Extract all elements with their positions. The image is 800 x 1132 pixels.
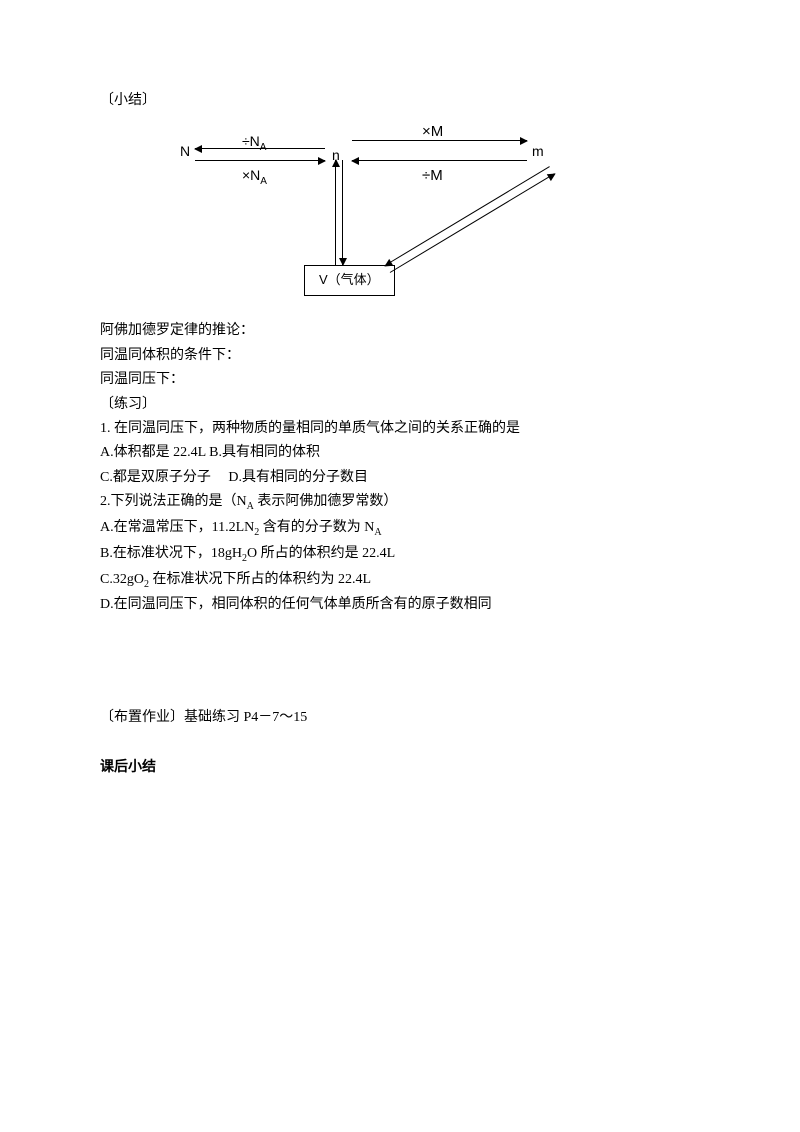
question-2: 2.下列说法正确的是（NA 表示阿佛加德罗常数）	[100, 491, 700, 515]
node-N: N	[180, 140, 190, 162]
arrow-V-to-m-diag	[390, 174, 555, 274]
arrow-m-to-n-bottom	[352, 160, 527, 161]
text-practice-label: 〔练习〕	[100, 394, 700, 416]
question-2-option-d: D.在同温同压下，相同体积的任何气体单质所含有的原子数相同	[100, 594, 700, 616]
question-2-option-b: B.在标准状况下，18gH2O 所占的体积约是 22.4L	[100, 543, 700, 567]
node-m: m	[532, 140, 544, 162]
arrow-n-to-N-top	[195, 148, 325, 149]
relationship-diagram: N n m ÷NA ×NA ×M ÷M V（气体）	[180, 120, 640, 300]
post-class-summary-title: 课后小结	[100, 755, 700, 777]
question-1: 1. 在同温同压下，两种物质的量相同的单质气体之间的关系正确的是	[100, 418, 700, 440]
v-gas-box: V（气体）	[304, 265, 395, 296]
text-condition-2: 同温同压下：	[100, 369, 700, 391]
label-times-NA: ×NA	[242, 164, 267, 190]
arrow-V-to-n	[335, 160, 336, 265]
label-div-NA: ÷NA	[242, 130, 266, 156]
section-title: 〔小结〕	[100, 90, 700, 112]
text-law-corollary: 阿佛加德罗定律的推论：	[100, 320, 700, 342]
arrow-n-to-V	[342, 160, 343, 265]
question-1-options-ab: A.体积都是 22.4L B.具有相同的体积	[100, 442, 700, 464]
arrow-m-to-V-diag	[385, 167, 550, 267]
question-2-option-a: A.在常温常压下，11.2LN2 含有的分子数为 NA	[100, 517, 700, 541]
label-div-M: ÷M	[422, 164, 443, 188]
question-2-option-c: C.32gO2 在标准状况下所占的体积约为 22.4L	[100, 569, 700, 593]
arrow-N-to-n-bottom	[195, 160, 325, 161]
text-condition-1: 同温同体积的条件下：	[100, 345, 700, 367]
arrow-n-to-m-top	[352, 140, 527, 141]
homework-assignment: 〔布置作业〕基础练习 P4－7～15	[100, 707, 700, 729]
question-1-options-cd: C.都是双原子分子 D.具有相同的分子数目	[100, 467, 700, 489]
